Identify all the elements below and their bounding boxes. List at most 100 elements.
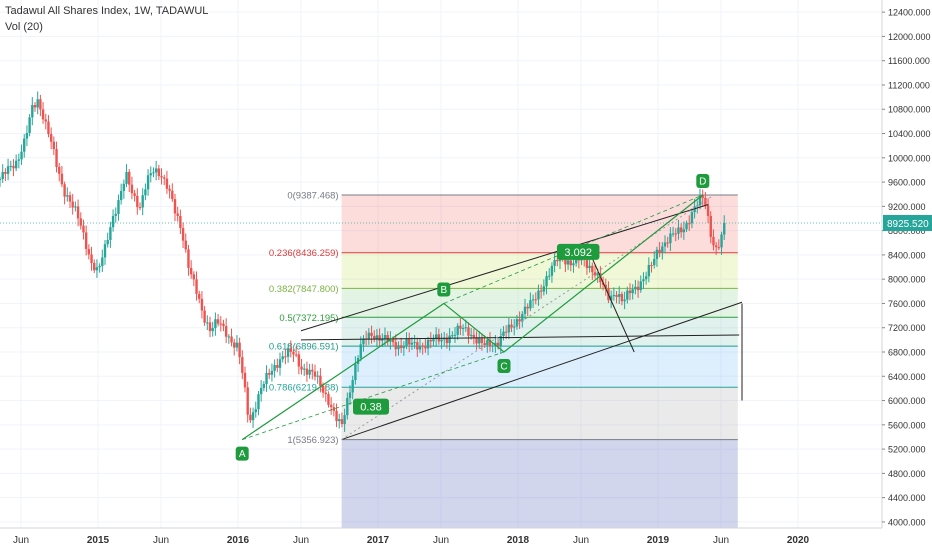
candle-body — [257, 394, 260, 410]
candle-body — [650, 265, 653, 267]
chart-legend: Tadawul All Shares Index, 1W, TADAWUL Vo… — [5, 3, 208, 35]
time-tick-label: Jun — [13, 535, 29, 546]
candle-body — [157, 168, 161, 177]
candle-body — [203, 310, 206, 323]
candle-body — [553, 259, 556, 266]
candle-body — [663, 242, 667, 247]
candle-body — [84, 232, 88, 250]
candle-body — [93, 262, 96, 271]
candle-body — [483, 342, 486, 346]
candle-body — [445, 338, 449, 344]
candle-body — [429, 339, 432, 342]
candle-body — [14, 160, 18, 169]
candle-body — [165, 178, 169, 189]
price-tick-label: 10400.000 — [888, 129, 931, 139]
pattern-ratio-badge — [556, 243, 600, 260]
candle-body — [103, 244, 107, 258]
candle-body — [504, 331, 508, 333]
pattern-point-label: A — [239, 449, 246, 460]
candle-body — [340, 419, 344, 425]
candle-body — [160, 176, 163, 178]
candle-body — [128, 171, 131, 185]
candle-body — [313, 371, 317, 377]
candle-body — [373, 336, 376, 340]
candle-body — [338, 419, 341, 422]
price-tick-label: 11200.000 — [888, 80, 930, 90]
candle-body — [526, 306, 529, 309]
candle-body — [599, 273, 602, 283]
candle-body — [453, 334, 457, 336]
candle-body — [539, 290, 543, 292]
candle-body — [588, 265, 591, 269]
candle-body — [593, 272, 597, 276]
candle-body — [241, 357, 244, 373]
candle-body — [216, 319, 220, 324]
candle-body — [192, 274, 196, 280]
candle-body — [639, 281, 642, 291]
candle-body — [615, 294, 618, 297]
candle-body — [189, 267, 193, 275]
candle-body — [402, 346, 406, 349]
candle-body — [214, 319, 217, 329]
candle-body — [200, 298, 204, 311]
candle-body — [709, 215, 712, 237]
candle-body — [671, 233, 675, 235]
candle-body — [270, 370, 274, 375]
candle-body — [604, 284, 607, 289]
candle-body — [60, 173, 64, 185]
indicator-title[interactable]: Vol (20) — [5, 21, 43, 33]
candle-body — [424, 346, 427, 349]
candle-body — [451, 335, 454, 337]
candle-body — [184, 240, 187, 250]
candle-body — [106, 240, 109, 245]
candle-body — [386, 335, 389, 342]
candle-body — [679, 227, 683, 233]
price-tick-label: 8000.000 — [888, 275, 926, 285]
pattern-point-badge — [696, 173, 710, 188]
candle-body — [222, 323, 225, 327]
candle-body — [636, 286, 640, 291]
time-tick-label: 2018 — [507, 535, 530, 546]
candle-body — [359, 344, 362, 359]
candle-body — [548, 275, 551, 277]
price-axis: 12400.000 12000.000 11600.000 11200.000 1080… — [881, 0, 932, 528]
abcd-legs — [241, 194, 704, 441]
candle-body — [701, 195, 704, 198]
candle-body — [71, 201, 74, 208]
candle-body — [518, 319, 521, 322]
candle-body — [698, 195, 702, 206]
time-tick-label: 2017 — [367, 535, 390, 546]
candle-body — [456, 325, 459, 335]
candle-body — [219, 323, 222, 325]
candle-body — [98, 266, 101, 268]
candle-body — [311, 369, 314, 372]
candle-body — [585, 259, 589, 269]
trendline — [300, 204, 709, 332]
candle-body — [138, 207, 142, 209]
trendline — [300, 334, 740, 341]
candle-body — [146, 175, 150, 190]
price-tick-label: 7600.000 — [888, 299, 926, 309]
candle-body — [515, 319, 519, 327]
candle-body — [623, 299, 626, 302]
time-tick-label: 2015 — [87, 535, 110, 546]
candle-body — [36, 99, 39, 108]
candle-body — [68, 195, 72, 202]
candle-body — [591, 265, 594, 273]
symbol-title[interactable]: Tadawul All Shares Index, 1W, TADAWUL — [5, 5, 209, 17]
candle-body — [41, 109, 45, 120]
price-tick-label: 7200.000 — [888, 323, 926, 333]
candle-body — [211, 328, 214, 332]
fib-level-label: 0.786(6219.588) — [269, 383, 339, 394]
candle-body — [12, 165, 15, 169]
candle-body — [491, 345, 494, 347]
candle-body — [276, 365, 279, 368]
candle-body — [122, 183, 126, 191]
candle-body — [521, 313, 524, 322]
candle-body — [321, 385, 325, 393]
pattern-point-label: C — [500, 362, 507, 373]
candle-body — [136, 195, 139, 208]
fib-zone — [341, 387, 738, 440]
